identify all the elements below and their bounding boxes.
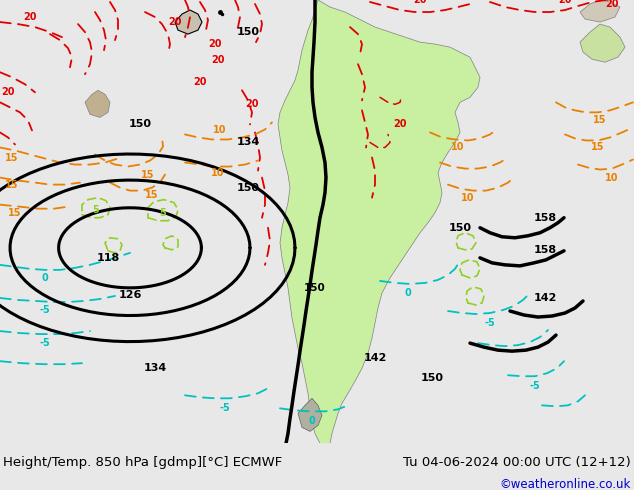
Text: 126: 126 bbox=[119, 290, 141, 300]
Text: 134: 134 bbox=[143, 363, 167, 373]
Text: 20: 20 bbox=[208, 39, 222, 49]
Polygon shape bbox=[175, 10, 202, 34]
Text: 10: 10 bbox=[605, 172, 619, 183]
Text: ©weatheronline.co.uk: ©weatheronline.co.uk bbox=[500, 478, 631, 490]
Text: 150: 150 bbox=[129, 120, 152, 129]
Text: 0: 0 bbox=[42, 273, 48, 283]
Text: 134: 134 bbox=[236, 138, 260, 147]
Text: 15: 15 bbox=[8, 208, 22, 218]
Text: 158: 158 bbox=[533, 213, 557, 223]
Text: -5: -5 bbox=[39, 305, 50, 315]
Polygon shape bbox=[580, 24, 625, 62]
Text: 20: 20 bbox=[168, 17, 182, 27]
Text: 20: 20 bbox=[605, 0, 619, 9]
Polygon shape bbox=[298, 398, 322, 431]
Text: 150: 150 bbox=[236, 27, 259, 37]
Text: 15: 15 bbox=[141, 170, 155, 179]
Text: 5: 5 bbox=[160, 208, 166, 218]
Text: -5: -5 bbox=[219, 403, 230, 414]
Text: 158: 158 bbox=[533, 245, 557, 255]
Text: 20: 20 bbox=[193, 77, 207, 87]
Text: 20: 20 bbox=[1, 87, 15, 98]
Text: 10: 10 bbox=[462, 193, 475, 203]
Text: 20: 20 bbox=[413, 0, 427, 5]
Text: 142: 142 bbox=[363, 353, 387, 363]
Text: 118: 118 bbox=[96, 253, 120, 263]
Text: 0: 0 bbox=[309, 416, 315, 426]
Text: 150: 150 bbox=[304, 283, 326, 293]
Text: 15: 15 bbox=[593, 115, 607, 125]
Text: 15: 15 bbox=[145, 190, 158, 199]
Polygon shape bbox=[580, 0, 620, 22]
Polygon shape bbox=[278, 0, 480, 443]
Text: 5: 5 bbox=[93, 205, 100, 215]
Text: 20: 20 bbox=[245, 99, 259, 109]
Text: 10: 10 bbox=[211, 168, 224, 177]
Text: 150: 150 bbox=[236, 183, 259, 193]
Text: 0: 0 bbox=[404, 288, 411, 298]
Text: -5: -5 bbox=[39, 338, 50, 348]
Text: -5: -5 bbox=[484, 318, 495, 328]
Text: 20: 20 bbox=[23, 12, 37, 22]
Text: 142: 142 bbox=[533, 293, 557, 303]
Text: 20: 20 bbox=[211, 55, 224, 65]
Text: 150: 150 bbox=[448, 223, 472, 233]
Text: 10: 10 bbox=[451, 143, 465, 152]
Text: -5: -5 bbox=[529, 381, 540, 391]
Text: 15: 15 bbox=[592, 143, 605, 152]
Text: 150: 150 bbox=[420, 373, 444, 383]
Text: Height/Temp. 850 hPa [gdmp][°C] ECMWF: Height/Temp. 850 hPa [gdmp][°C] ECMWF bbox=[3, 456, 282, 468]
Text: 10: 10 bbox=[213, 125, 227, 135]
Polygon shape bbox=[85, 90, 110, 118]
Text: 20: 20 bbox=[559, 0, 572, 5]
Text: 20: 20 bbox=[393, 120, 407, 129]
Text: 15: 15 bbox=[5, 180, 19, 190]
Text: 15: 15 bbox=[5, 152, 19, 163]
Text: Tu 04-06-2024 00:00 UTC (12+12): Tu 04-06-2024 00:00 UTC (12+12) bbox=[403, 456, 631, 468]
